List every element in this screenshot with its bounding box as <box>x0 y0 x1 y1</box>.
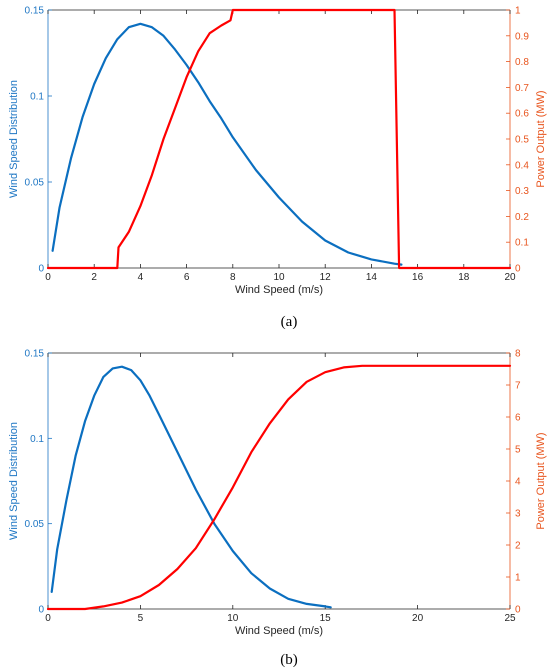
y-left-tick-label: 0 <box>38 264 44 275</box>
x-tick-label: 25 <box>504 613 516 624</box>
y-right-tick-label: 8 <box>515 349 521 360</box>
x-tick-label: 2 <box>91 272 97 283</box>
y-right-tick-label: 1 <box>515 6 521 17</box>
x-tick-label: 0 <box>45 272 51 283</box>
series-line-power-output <box>46 8 512 270</box>
x-tick-label: 4 <box>138 272 144 283</box>
chart-panel-a: 0 2 4 6 8 10 12 14 16 18 2000.050.10.1500.10.20.30… <box>8 6 547 331</box>
x-tick-label: 20 <box>412 613 424 624</box>
y-left-axis-label: Wind Speed Distribution <box>8 422 20 540</box>
y-right-tick-label: 3 <box>515 509 521 520</box>
x-tick-label: 16 <box>412 272 424 283</box>
panel-caption: (b) <box>280 652 298 668</box>
x-tick-label: 10 <box>227 613 239 624</box>
x-tick-label: 12 <box>320 272 332 283</box>
y-left-tick-label: 0 <box>38 605 44 616</box>
y-right-axis-label: Power Output (MW) <box>535 432 547 529</box>
y-right-tick-label: 1 <box>515 573 521 584</box>
y-left-tick-label: 0.15 <box>25 6 45 17</box>
y-left-tick-label: 0.15 <box>25 349 45 360</box>
x-tick-label: 6 <box>184 272 190 283</box>
y-right-tick-label: 7 <box>515 381 521 392</box>
y-right-tick-label: 0 <box>515 605 521 616</box>
y-right-tick-label: 0.3 <box>515 186 529 197</box>
y-right-tick-label: 0.5 <box>515 135 529 146</box>
y-right-tick-label: 6 <box>515 413 521 424</box>
x-axis-label: Wind Speed (m/s) <box>235 625 323 637</box>
x-tick-label: 20 <box>504 272 516 283</box>
y-right-tick-label: 0.7 <box>515 83 529 94</box>
x-tick-label: 5 <box>138 613 144 624</box>
y-right-tick-label: 2 <box>515 541 521 552</box>
y-left-tick-label: 0.1 <box>30 92 44 103</box>
x-tick-label: 14 <box>366 272 378 283</box>
y-right-tick-label: 0.6 <box>515 109 529 120</box>
panel-caption: (a) <box>281 314 298 330</box>
series-line-wind-speed-distribution <box>50 365 332 609</box>
y-right-tick-label: 0.9 <box>515 31 529 42</box>
x-axis-label: Wind Speed (m/s) <box>235 284 323 296</box>
y-right-tick-label: 0.8 <box>515 57 529 68</box>
y-right-axis-label: Power Output (MW) <box>535 90 547 187</box>
y-right-tick-label: 0 <box>515 264 521 275</box>
y-right-tick-label: 0.2 <box>515 212 529 223</box>
y-left-tick-label: 0.1 <box>30 434 44 445</box>
series-line-power-output <box>46 364 512 611</box>
y-right-tick-label: 0.4 <box>515 160 529 171</box>
x-tick-label: 18 <box>458 272 470 283</box>
x-tick-label: 10 <box>273 272 285 283</box>
y-right-tick-label: 4 <box>515 477 521 488</box>
y-left-axis-label: Wind Speed Distribution <box>8 80 20 198</box>
x-tick-label: 15 <box>320 613 332 624</box>
x-tick-label: 0 <box>45 613 51 624</box>
series-line-wind-speed-distribution <box>51 22 403 266</box>
y-left-tick-label: 0.05 <box>25 178 45 189</box>
y-right-tick-label: 5 <box>515 445 521 456</box>
y-left-tick-label: 0.05 <box>25 519 45 530</box>
x-tick-label: 8 <box>230 272 236 283</box>
y-right-tick-label: 0.1 <box>515 238 529 249</box>
